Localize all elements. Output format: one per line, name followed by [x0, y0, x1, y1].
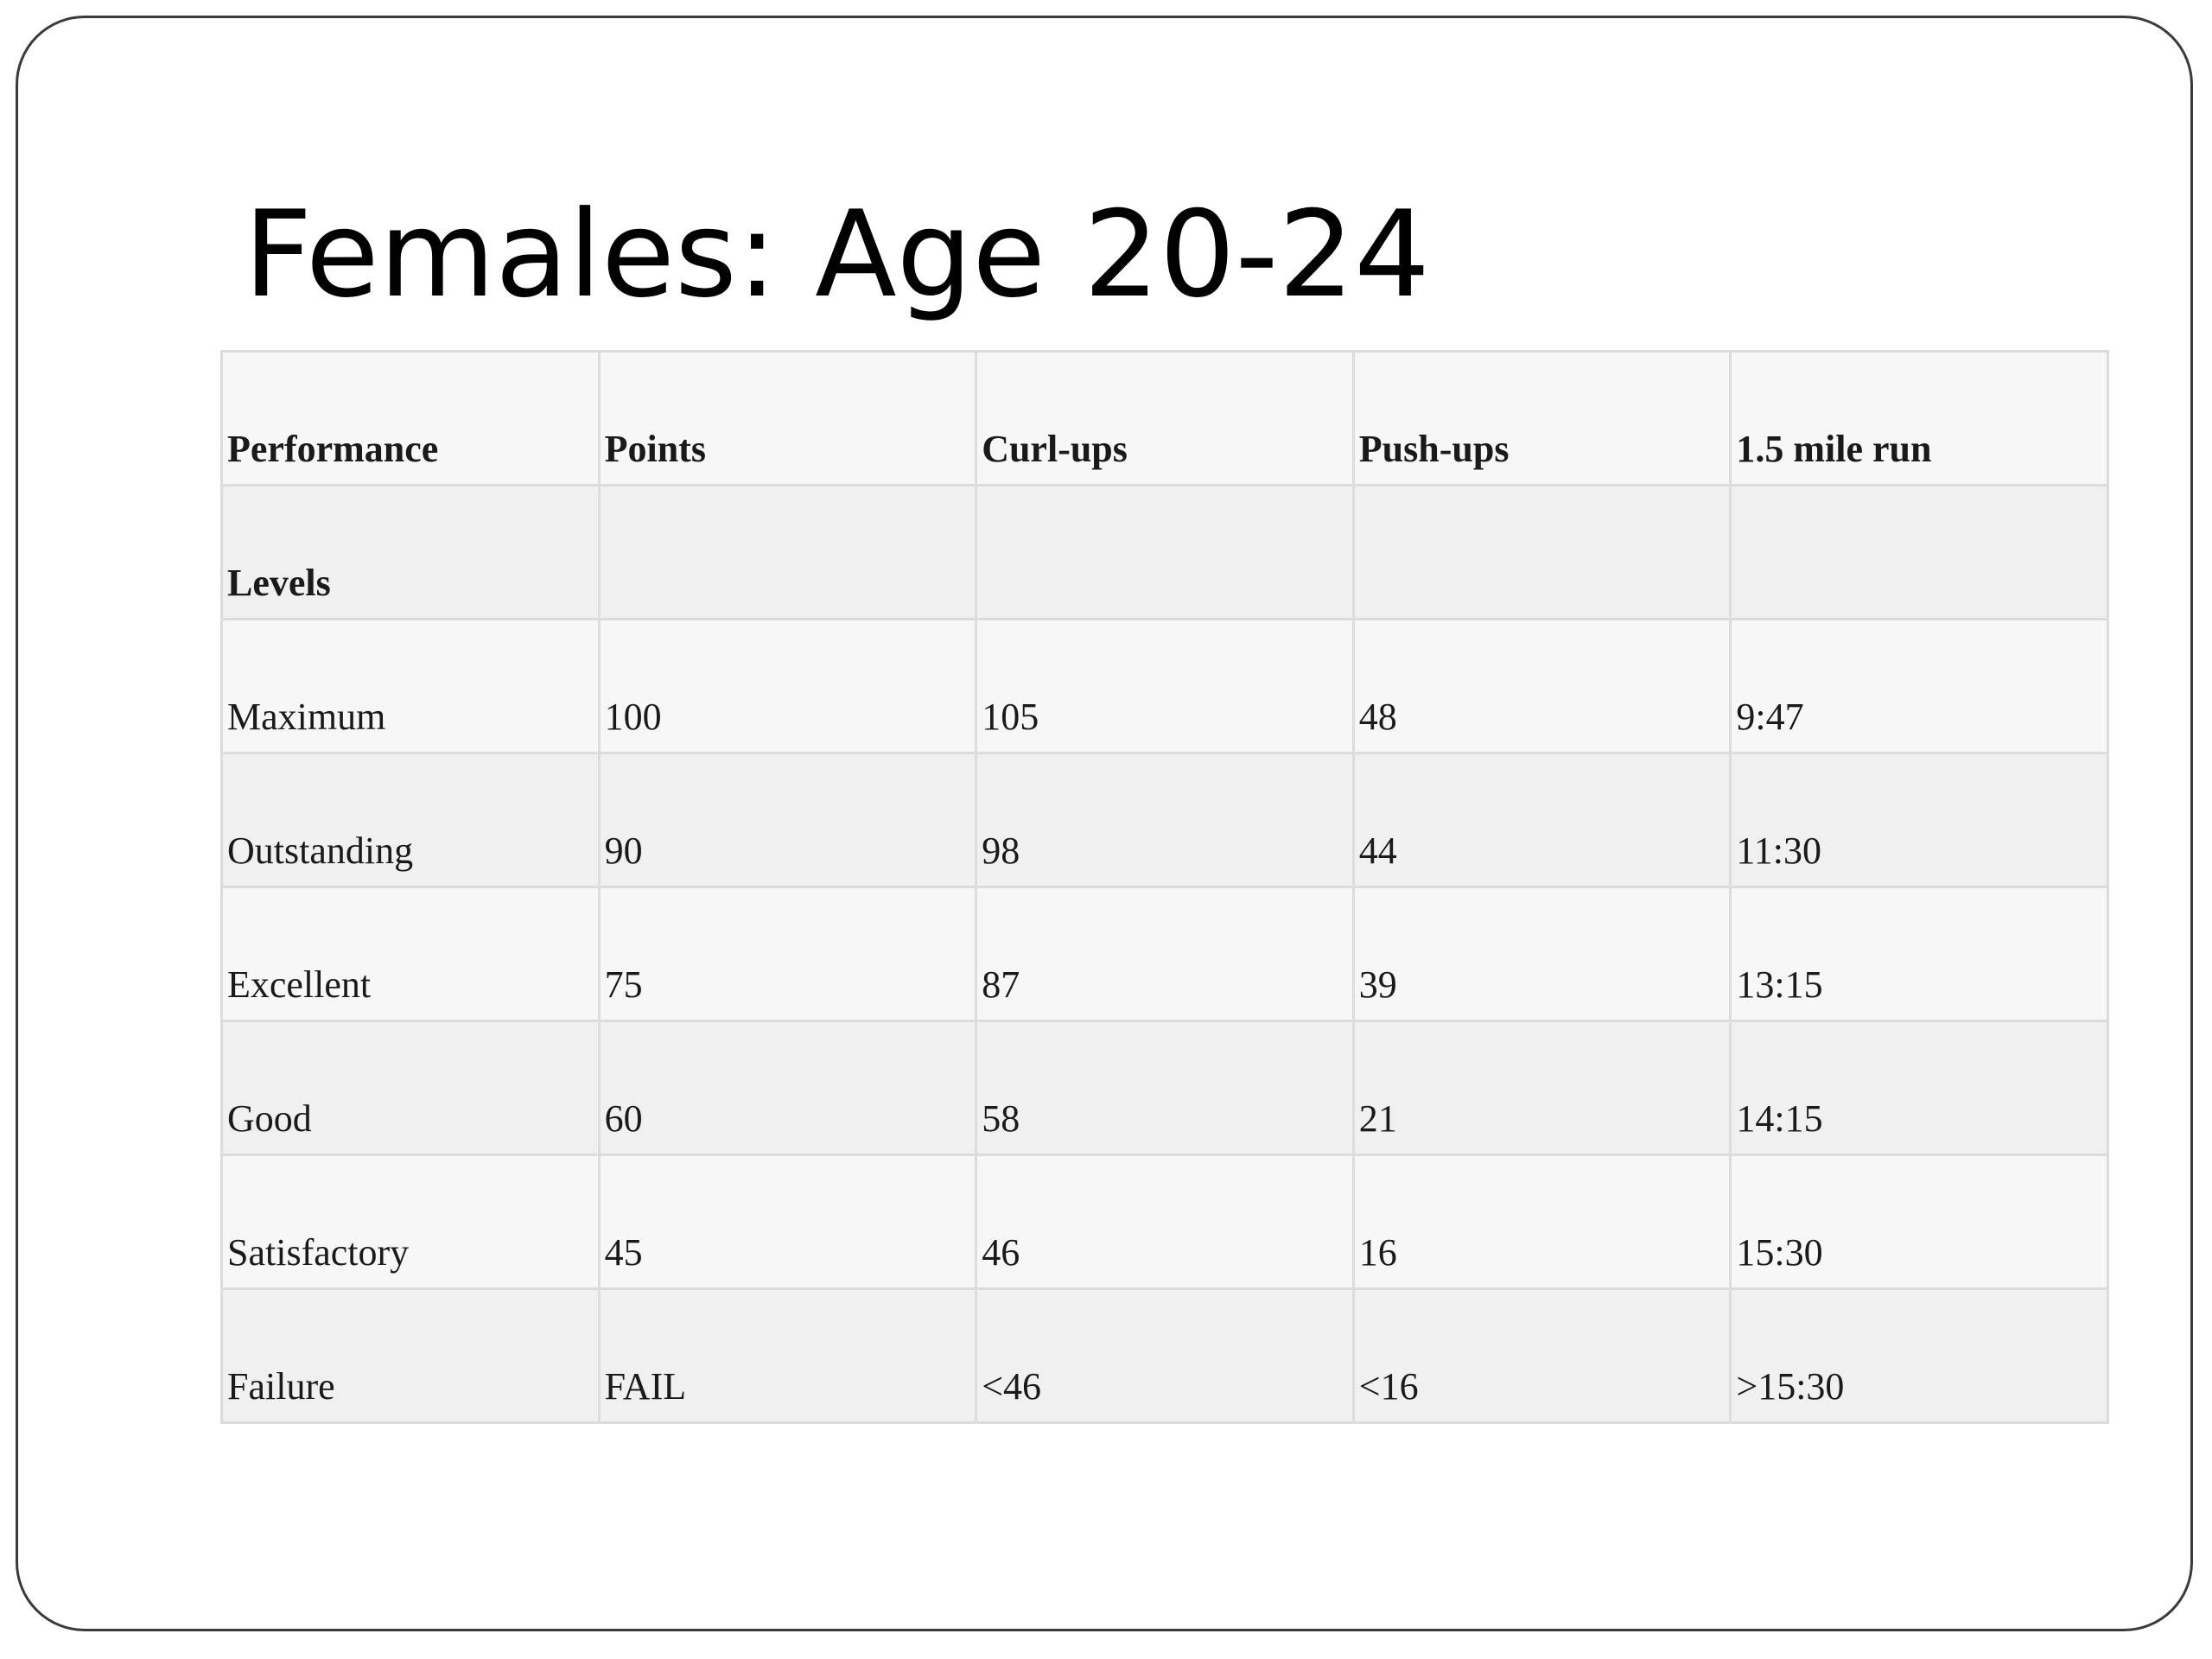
header-cell: Curl-ups [975, 350, 1355, 486]
header-cell: Points [597, 350, 978, 486]
header-cell: Levels [220, 484, 601, 620]
curl-ups-cell: 46 [975, 1154, 1355, 1290]
run-time-cell: 15:30 [1729, 1154, 2109, 1290]
curl-ups-cell: 58 [975, 1020, 1355, 1156]
points-cell: 90 [597, 752, 978, 888]
header-cell: Push-ups [1351, 350, 1732, 486]
header-cell [1351, 484, 1732, 620]
header-cell [1729, 484, 2109, 620]
push-ups-cell: 39 [1351, 886, 1732, 1022]
level-cell: Maximum [220, 618, 601, 754]
points-cell: 75 [597, 886, 978, 1022]
push-ups-cell: 16 [1351, 1154, 1732, 1290]
curl-ups-cell: 98 [975, 752, 1355, 888]
fitness-table-container: Performance Points Curl-ups Push-ups 1.5… [220, 350, 2109, 1424]
points-cell: 100 [597, 618, 978, 754]
table-row: Excellent 75 87 39 13:15 [220, 886, 2109, 1022]
level-cell: Good [220, 1020, 601, 1156]
points-cell: FAIL [597, 1287, 978, 1424]
curl-ups-cell: <46 [975, 1287, 1355, 1424]
level-cell: Satisfactory [220, 1154, 601, 1290]
header-cell [975, 484, 1355, 620]
table-row: Maximum 100 105 48 9:47 [220, 618, 2109, 754]
run-time-cell: 13:15 [1729, 886, 2109, 1022]
level-cell: Excellent [220, 886, 601, 1022]
table-row: Good 60 58 21 14:15 [220, 1020, 2109, 1156]
table-row: Failure FAIL <46 <16 >15:30 [220, 1287, 2109, 1424]
table-header-row: Performance Points Curl-ups Push-ups 1.5… [220, 350, 2109, 486]
header-cell: Performance [220, 350, 601, 486]
run-time-cell: 11:30 [1729, 752, 2109, 888]
curl-ups-cell: 87 [975, 886, 1355, 1022]
header-cell [597, 484, 978, 620]
run-time-cell: 9:47 [1729, 618, 2109, 754]
points-cell: 60 [597, 1020, 978, 1156]
table-row: Satisfactory 45 46 16 15:30 [220, 1154, 2109, 1290]
table-subheader-row: Levels [220, 484, 2109, 620]
table-row: Outstanding 90 98 44 11:30 [220, 752, 2109, 888]
slide-title: Females: Age 20-24 [244, 185, 1430, 324]
fitness-standards-table: Performance Points Curl-ups Push-ups 1.5… [220, 350, 2109, 1424]
curl-ups-cell: 105 [975, 618, 1355, 754]
run-time-cell: >15:30 [1729, 1287, 2109, 1424]
push-ups-cell: 44 [1351, 752, 1732, 888]
level-cell: Failure [220, 1287, 601, 1424]
push-ups-cell: 21 [1351, 1020, 1732, 1156]
push-ups-cell: 48 [1351, 618, 1732, 754]
header-cell: 1.5 mile run [1729, 350, 2109, 486]
level-cell: Outstanding [220, 752, 601, 888]
points-cell: 45 [597, 1154, 978, 1290]
run-time-cell: 14:15 [1729, 1020, 2109, 1156]
push-ups-cell: <16 [1351, 1287, 1732, 1424]
